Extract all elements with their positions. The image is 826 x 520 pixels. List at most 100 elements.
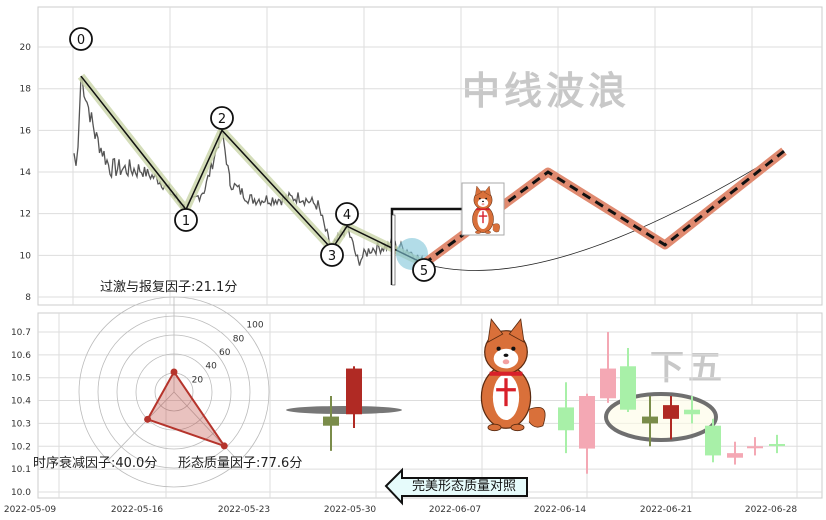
wave-label-circle bbox=[412, 258, 436, 282]
candle-body bbox=[705, 425, 721, 456]
wave-highlight bbox=[77, 73, 426, 268]
projection-curve bbox=[423, 150, 785, 271]
radar-ring-label: 80 bbox=[233, 334, 245, 344]
dog-muzzle bbox=[493, 348, 519, 369]
top-ytick-label: 12 bbox=[20, 210, 31, 220]
top-ytick-label: 10 bbox=[20, 251, 32, 261]
wave-label-circle bbox=[210, 106, 234, 130]
bottom-ytick-label: 10.7 bbox=[11, 328, 31, 338]
radar-point bbox=[220, 442, 228, 450]
arrow-shape bbox=[384, 467, 528, 506]
bottom-ytick-label: 10.1 bbox=[11, 465, 31, 475]
dog-collar bbox=[476, 208, 490, 211]
bottom-ytick-label: 10.0 bbox=[11, 488, 31, 498]
candle-body bbox=[346, 368, 362, 415]
bottom-ytick-label: 10.2 bbox=[11, 442, 31, 452]
radar-ring-label: 60 bbox=[219, 348, 231, 358]
wave-label-circle bbox=[69, 27, 93, 51]
dog-ear bbox=[487, 318, 504, 343]
radar-ring-label: 100 bbox=[246, 321, 263, 331]
marker-bar bbox=[391, 214, 396, 286]
radar-axis bbox=[107, 391, 175, 461]
dog-bone-cross bbox=[478, 211, 488, 224]
candle-body bbox=[579, 395, 595, 449]
top-plot-frame bbox=[37, 6, 823, 306]
candle-body bbox=[663, 405, 679, 419]
dog-nose bbox=[481, 200, 485, 203]
radar-point bbox=[170, 368, 178, 376]
shiba-dog-illustration bbox=[480, 318, 546, 432]
bottom-xtick-label: 2022-06-28 bbox=[745, 505, 798, 515]
wave-label: 3 bbox=[328, 249, 336, 264]
wave-label-circle bbox=[335, 202, 359, 226]
wave-label: 0 bbox=[77, 33, 85, 48]
bottom-xtick-label: 2022-05-30 bbox=[324, 505, 377, 515]
wave-label-circle bbox=[320, 243, 344, 267]
bottom-xtick-label: 2022-05-23 bbox=[218, 505, 270, 515]
dog-paw bbox=[510, 423, 525, 432]
wave-line bbox=[80, 75, 425, 265]
candle-body bbox=[769, 443, 785, 446]
candle-body bbox=[620, 366, 636, 410]
dog-eye bbox=[511, 346, 516, 351]
bottom-xtick-label: 2022-06-14 bbox=[534, 505, 587, 515]
radar-axis bbox=[173, 391, 240, 462]
candle-body bbox=[558, 407, 574, 431]
radar-ring-label: 20 bbox=[192, 375, 204, 385]
candle-body bbox=[727, 453, 743, 458]
dog-bone-cross bbox=[496, 378, 516, 407]
dog-tail bbox=[528, 406, 546, 428]
wave-label: 2 bbox=[218, 112, 226, 127]
candle-body bbox=[684, 409, 700, 415]
wave-label-circle bbox=[174, 208, 198, 232]
bottom-xtick-label: 2022-06-07 bbox=[429, 505, 481, 515]
dog-ear bbox=[475, 185, 482, 197]
candle-body bbox=[600, 368, 616, 399]
candle-body bbox=[747, 446, 763, 449]
bottom-xtick-label: 2022-05-16 bbox=[111, 505, 164, 515]
top-ytick-label: 20 bbox=[20, 43, 32, 53]
dog-tail bbox=[492, 223, 500, 233]
compare-ellipse bbox=[286, 406, 402, 414]
dog-paw bbox=[475, 230, 482, 234]
top-ytick-label: 16 bbox=[20, 126, 32, 136]
radar-polygon bbox=[146, 370, 227, 448]
compare-button[interactable]: 完美形态质量对照 bbox=[411, 479, 516, 494]
watermark-text: 中线波浪 bbox=[462, 69, 631, 113]
wave-label: 1 bbox=[182, 214, 190, 229]
wave-label: 5 bbox=[420, 264, 428, 279]
top-ytick-label: 14 bbox=[20, 168, 32, 178]
factor-label-time-decay: 时序衰减因子:40.0分 bbox=[33, 456, 158, 471]
radar-point bbox=[144, 415, 152, 423]
dog-paw bbox=[487, 423, 502, 432]
bottom-plot-frame bbox=[37, 312, 823, 499]
bottom-ytick-label: 10.4 bbox=[11, 397, 31, 407]
factor-label-excess: 过激与报复因子:21.1分 bbox=[100, 280, 238, 295]
top-ytick-label: 8 bbox=[25, 293, 31, 303]
dog-collar bbox=[489, 371, 523, 376]
dog-muzzle bbox=[477, 198, 489, 207]
wave-label: 4 bbox=[343, 208, 351, 223]
dog-ear bbox=[484, 185, 491, 197]
dog-paw bbox=[484, 230, 491, 234]
factor-label-form-quality: 形态质量因子:77.6分 bbox=[178, 456, 303, 471]
dog-tongue bbox=[502, 359, 510, 365]
dog-ear bbox=[508, 318, 525, 343]
bottom-ytick-label: 10.6 bbox=[11, 351, 31, 361]
price-line bbox=[73, 76, 425, 269]
bottom-xtick-label: 2022-06-21 bbox=[640, 505, 692, 515]
dog-eye bbox=[478, 197, 481, 200]
bottom-ytick-label: 10.3 bbox=[11, 419, 31, 429]
dog-nose bbox=[503, 353, 509, 357]
dog-eye bbox=[485, 197, 488, 200]
bottom-xtick-label: 2022-05-09 bbox=[4, 505, 57, 515]
radar-ring-label: 40 bbox=[205, 362, 217, 372]
candle-body bbox=[323, 416, 339, 426]
candle-body bbox=[642, 416, 658, 424]
top-ytick-label: 18 bbox=[20, 85, 32, 95]
bottom-ytick-label: 10.5 bbox=[11, 374, 31, 384]
shiba-dog-thumbnail bbox=[472, 185, 500, 234]
dog-eye bbox=[496, 346, 501, 351]
dog-tongue bbox=[481, 203, 485, 206]
